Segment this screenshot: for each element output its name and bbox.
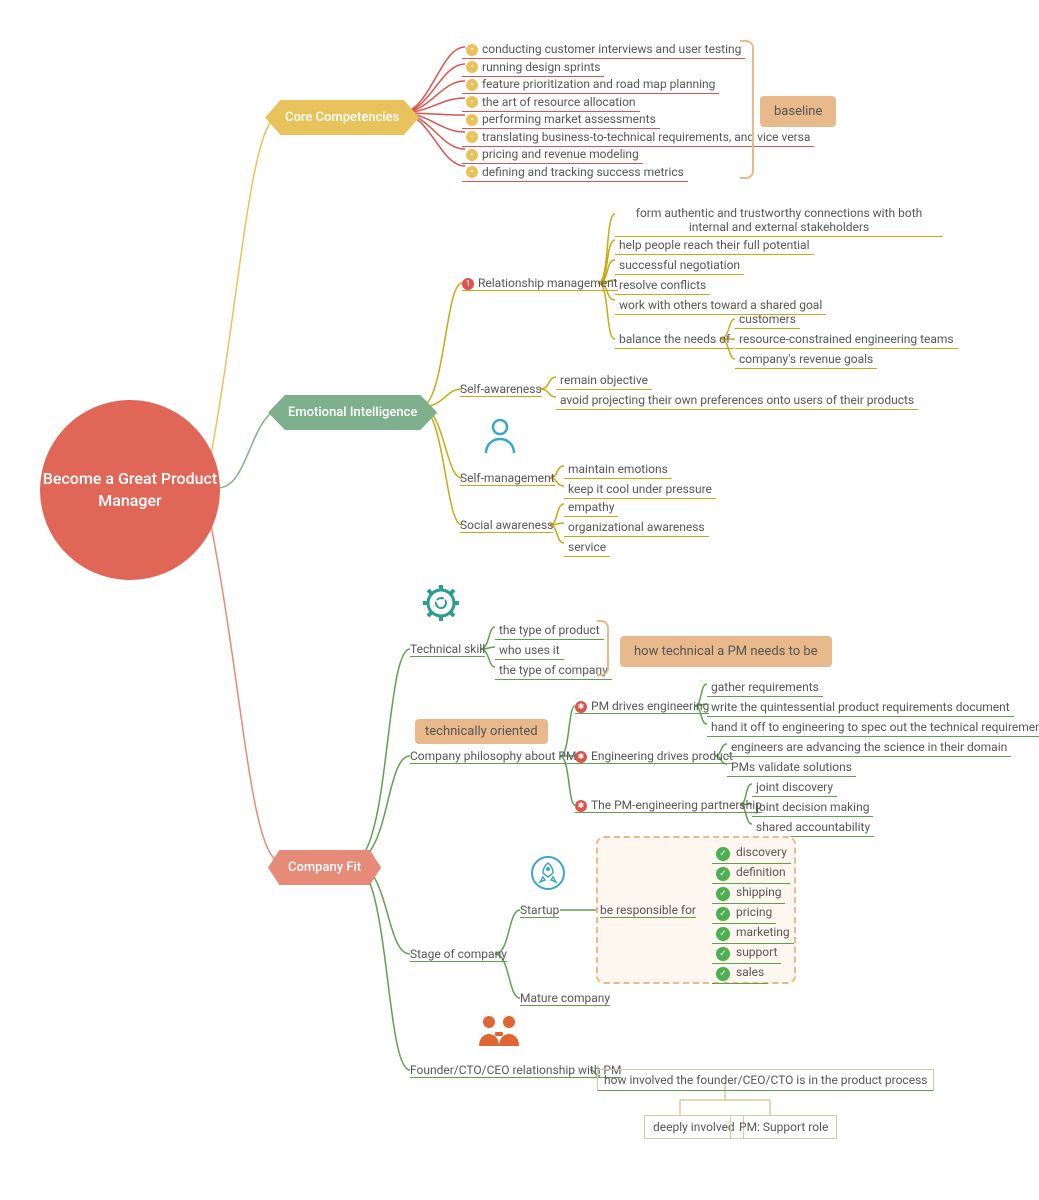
ei-sub-relationship: 1Relationship management (462, 276, 618, 291)
startup-item: ✓sales (712, 963, 768, 984)
phil-item: joint discovery (752, 778, 837, 797)
startup-item: ✓marketing (712, 923, 794, 944)
baseline-bracket (740, 40, 754, 179)
rel-item: balance the needs of (615, 330, 734, 349)
stage-mature: Mature company (520, 991, 610, 1006)
callout-baseline: baseline (760, 96, 836, 127)
core-item: •conducting customer interviews and user… (462, 40, 745, 59)
rel-item: resolve conflicts (615, 276, 710, 295)
phil-item: hand it off to engineering to spec out t… (707, 718, 1039, 737)
rel-item: help people reach their full potential (615, 236, 814, 255)
startup-item: ✓shipping (712, 883, 785, 904)
founder-answer: deeply involved (644, 1115, 744, 1139)
rel-item: successful negotiation (615, 256, 744, 275)
tech-item: who uses it (495, 641, 564, 660)
phil-item: shared accountability (752, 818, 874, 837)
person-icon (480, 415, 520, 458)
core-item: •running design sprints (462, 58, 604, 77)
phil-item: PMs validate solutions (727, 758, 856, 777)
gear-icon (420, 582, 462, 627)
tech-bracket (597, 620, 609, 676)
core-item: •performing market assessments (462, 110, 660, 129)
phil-item: joint decision making (752, 798, 873, 817)
callout-tech: how technical a PM needs to be (620, 636, 832, 667)
founder-answer: PM: Support role (730, 1115, 837, 1139)
phil-item: engineers are advancing the science in t… (727, 738, 1011, 757)
core-item: •the art of resource allocation (462, 93, 640, 112)
soc-item: organizational awareness (564, 518, 709, 537)
phil-group: ✱PM drives engineering (575, 699, 709, 714)
founder-question: how involved the founder/CEO/CTO is in t… (597, 1069, 934, 1091)
rocket-icon (530, 855, 566, 894)
sm-item: keep it cool under pressure (564, 480, 716, 499)
mindmap-canvas: Become a Great Product Manager Core Comp… (0, 0, 1039, 1200)
sub-technical-skill: Technical skill (410, 642, 485, 657)
startup-item: ✓pricing (712, 903, 776, 924)
ei-sub-self-awareness: Self-awareness (460, 382, 542, 397)
rel-child: company's revenue goals (735, 350, 877, 369)
root-node: Become a Great Product Manager (40, 400, 220, 580)
soc-item: service (564, 538, 610, 557)
tech-item: the type of company (495, 661, 612, 680)
startup-item: ✓definition (712, 863, 790, 884)
core-item: •defining and tracking success metrics (462, 163, 688, 182)
sub-company-philosophy: Company philosophy about PM (410, 749, 576, 764)
core-item: •translating business-to-technical requi… (462, 128, 814, 147)
branch-core-competencies: Core Competencies (265, 100, 419, 135)
root-label: Become a Great Product Manager (40, 468, 220, 513)
stage-startup: Startup (520, 903, 559, 918)
ei-sub-self-management: Self-management (460, 471, 555, 486)
phil-group: ✱Engineering drives product (575, 749, 733, 764)
phil-group: ✱The PM-engineering partnership (575, 798, 762, 813)
sm-item: maintain emotions (564, 460, 672, 479)
callout-tech-oriented: technically oriented (415, 719, 548, 744)
rel-child: resource-constrained engineering teams (735, 330, 958, 349)
branch-emotional-intelligence: Emotional Intelligence (268, 395, 437, 430)
phil-item: write the quintessential product require… (707, 698, 1014, 717)
startup-resp: be responsible for (600, 903, 696, 918)
startup-item: ✓support (712, 943, 781, 964)
tech-item: the type of product (495, 621, 604, 640)
phil-item: gather requirements (707, 678, 823, 697)
soc-item: empathy (564, 498, 618, 517)
rel-item: form authentic and trustworthy connectio… (615, 204, 943, 237)
branch-company-fit: Company Fit (268, 850, 381, 885)
sub-stage: Stage of company (410, 947, 507, 962)
startup-item: ✓discovery (712, 843, 791, 864)
sa-item: avoid projecting their own preferences o… (556, 391, 918, 410)
ei-sub-social-awareness: Social awareness (460, 518, 553, 533)
core-item: •feature prioritization and road map pla… (462, 75, 719, 94)
core-item: •pricing and revenue modeling (462, 145, 643, 164)
people-icon (475, 1012, 523, 1055)
sa-item: remain objective (556, 371, 652, 390)
rel-child: customers (735, 310, 800, 329)
sub-founder-rel: Founder/CTO/CEO relationship with PM (410, 1063, 621, 1078)
